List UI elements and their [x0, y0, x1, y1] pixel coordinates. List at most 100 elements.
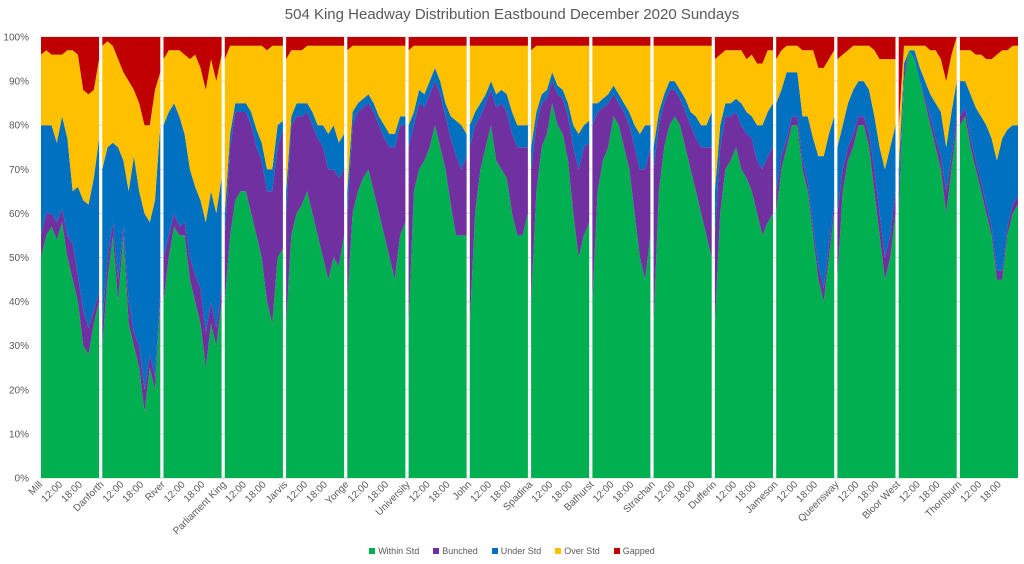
- area-bunched: [837, 116, 896, 280]
- legend-item: Under Std: [491, 546, 541, 556]
- area-within-std: [163, 226, 222, 478]
- station-segment: [531, 37, 590, 478]
- station-segment: [653, 37, 712, 479]
- area-gapped: [898, 37, 957, 126]
- time-tick-label: 12:00: [346, 479, 372, 505]
- station-segment: [469, 37, 528, 478]
- area-within-std: [224, 191, 283, 479]
- area-gapped: [469, 37, 528, 46]
- area-under-std: [776, 72, 835, 289]
- area-bunched: [592, 94, 651, 302]
- legend-swatch: [613, 548, 620, 554]
- area-under-std: [163, 103, 222, 333]
- station-segment: [776, 37, 835, 478]
- area-within-std: [776, 125, 835, 478]
- area-within-std: [41, 222, 100, 478]
- y-tick-label: 90%: [9, 77, 29, 88]
- time-tick-label: 12:00: [714, 479, 740, 505]
- area-within-std: [898, 50, 957, 478]
- area-bunched: [347, 103, 406, 302]
- area-under-std: [347, 94, 406, 214]
- area-bunched: [898, 50, 957, 214]
- area-gapped: [592, 37, 651, 46]
- area-bunched: [531, 81, 590, 302]
- station-segment: [592, 37, 651, 479]
- area-bunched: [102, 222, 161, 412]
- area-series: [41, 37, 1018, 479]
- area-bunched: [469, 89, 528, 324]
- area-under-std: [102, 125, 161, 390]
- y-tick-label: 80%: [9, 121, 29, 132]
- area-bunched: [408, 81, 467, 324]
- area-over-std: [714, 50, 773, 192]
- area-under-std: [837, 81, 896, 258]
- y-tick-label: 10%: [9, 429, 29, 440]
- area-bunched: [714, 112, 773, 324]
- station-segment: [837, 37, 896, 478]
- area-over-std: [531, 45, 590, 148]
- area-gapped: [653, 37, 712, 46]
- time-tick-label: 12:00: [469, 479, 495, 505]
- y-tick-label: 70%: [9, 165, 29, 176]
- time-tick-label: 12:00: [407, 479, 433, 505]
- station-label: Jarvis: [264, 479, 290, 505]
- station-segment: [286, 37, 345, 479]
- legend-label: Gapped: [622, 546, 655, 556]
- area-gapped: [408, 37, 467, 51]
- area-gapped: [837, 37, 896, 60]
- area-within-std: [531, 103, 590, 478]
- area-over-std: [102, 41, 161, 223]
- area-over-std: [469, 45, 528, 126]
- area-gapped: [41, 37, 100, 95]
- legend-item: Gapped: [613, 546, 655, 556]
- time-tick-label: 12:00: [959, 479, 985, 505]
- time-tick-label: 12:00: [101, 479, 127, 505]
- area-within-std: [469, 125, 528, 478]
- station-segment: [41, 37, 100, 478]
- chart-title: 504 King Headway Distribution Eastbound …: [284, 6, 740, 23]
- time-tick-label: 12:00: [224, 479, 250, 505]
- y-tick-label: 40%: [9, 297, 29, 308]
- station-segment: [224, 37, 283, 479]
- area-within-std: [592, 116, 651, 479]
- time-tick-label: 12:00: [897, 479, 923, 505]
- area-within-std: [653, 116, 712, 479]
- station-segment: [163, 37, 222, 478]
- area-gapped: [347, 37, 406, 51]
- area-gapped: [163, 37, 222, 90]
- area-within-std: [714, 147, 773, 479]
- area-gapped: [714, 37, 773, 64]
- station-segment: [898, 37, 957, 478]
- area-bunched: [653, 89, 712, 324]
- area-bunched: [163, 213, 222, 368]
- area-over-std: [347, 45, 406, 192]
- area-within-std: [837, 125, 896, 478]
- legend: Within Std Bunched Under Std Over Std Gapped: [0, 546, 1024, 556]
- time-tick-label: 12:00: [40, 479, 66, 505]
- y-axis-ticks: 0% 10% 20% 30% 40% 50% 60% 70% 80% 90% 100%: [3, 33, 29, 485]
- y-tick-label: 50%: [9, 253, 29, 264]
- area-bunched: [286, 112, 345, 324]
- area-under-std: [653, 81, 712, 170]
- area-under-std: [592, 85, 651, 170]
- y-tick-label: 0%: [15, 474, 30, 485]
- area-over-std: [224, 45, 283, 214]
- area-gapped: [286, 37, 345, 60]
- area-over-std: [837, 45, 896, 170]
- station-segment: [408, 37, 467, 478]
- area-under-std: [408, 67, 467, 170]
- area-under-std: [898, 50, 957, 192]
- area-over-std: [776, 45, 835, 157]
- area-under-std: [469, 81, 528, 148]
- time-tick-label: 12:00: [162, 479, 188, 505]
- area-gapped: [224, 37, 283, 60]
- area-under-std: [714, 98, 773, 236]
- area-under-std: [959, 81, 1018, 271]
- area-within-std: [408, 125, 467, 478]
- legend-label: Within Std: [378, 546, 420, 556]
- time-tick-label: 18:00: [243, 479, 269, 505]
- legend-swatch: [433, 548, 440, 554]
- area-under-std: [224, 103, 283, 236]
- time-tick-label: 18:00: [978, 479, 1004, 505]
- time-tick-label: 18:00: [121, 479, 147, 505]
